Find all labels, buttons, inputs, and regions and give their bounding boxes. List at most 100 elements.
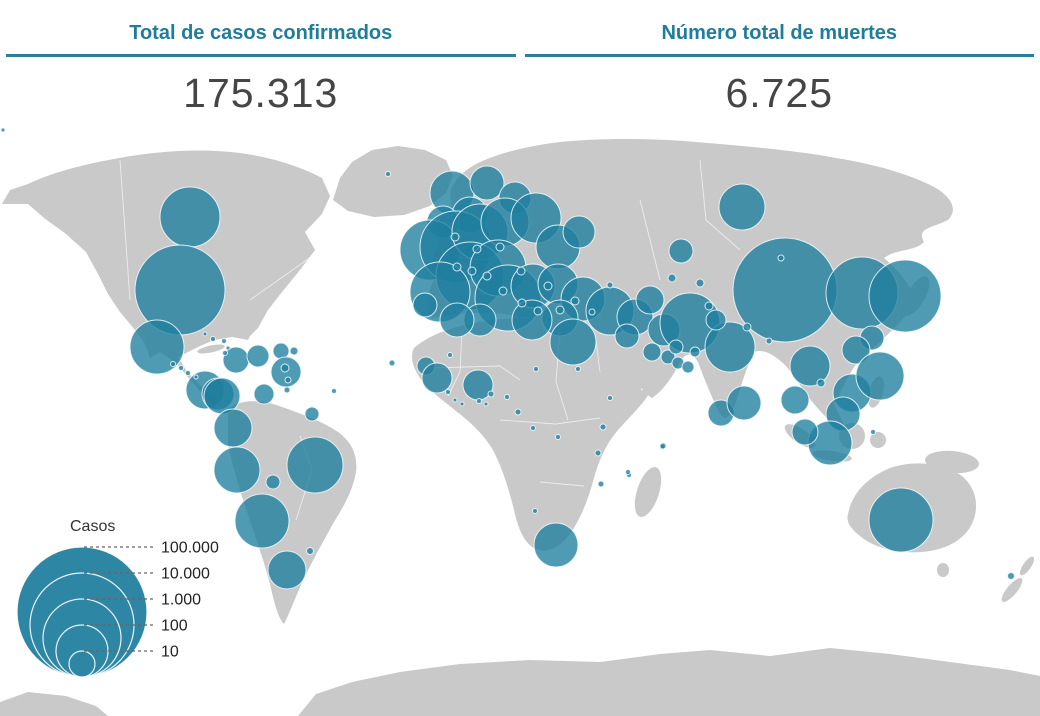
case-bubble[interactable] (421, 362, 453, 394)
case-bubble[interactable] (185, 370, 191, 376)
case-bubble[interactable] (668, 238, 694, 264)
case-bubble[interactable] (607, 395, 613, 401)
case-bubble[interactable] (841, 335, 871, 365)
case-bubble[interactable] (447, 352, 453, 358)
case-bubble[interactable] (202, 331, 208, 337)
case-bubble[interactable] (222, 350, 228, 356)
case-bubble[interactable] (549, 318, 597, 366)
case-bubble[interactable] (495, 242, 505, 252)
case-bubble[interactable] (530, 425, 536, 431)
case-bubble[interactable] (705, 309, 727, 331)
case-bubble[interactable] (514, 408, 522, 416)
case-bubble[interactable] (689, 346, 701, 358)
case-bubble[interactable] (516, 266, 526, 276)
case-bubble[interactable] (635, 285, 665, 315)
case-bubble[interactable] (555, 434, 561, 440)
case-bubble[interactable] (210, 336, 216, 342)
case-bubble[interactable] (286, 436, 344, 494)
case-bubble[interactable] (599, 423, 607, 431)
case-bubble[interactable] (667, 273, 677, 283)
case-bubble[interactable] (511, 299, 553, 341)
case-bubble[interactable] (868, 487, 934, 553)
case-bubble[interactable] (575, 366, 581, 372)
case-bubble[interactable] (472, 244, 482, 254)
case-bubble[interactable] (614, 323, 640, 349)
case-bubble[interactable] (504, 394, 510, 400)
case-bubble[interactable] (221, 338, 227, 344)
case-bubble[interactable] (870, 429, 876, 435)
case-bubble[interactable] (642, 342, 662, 362)
case-bubble[interactable] (718, 183, 766, 231)
case-bubble[interactable] (533, 522, 579, 568)
case-bubble[interactable] (562, 215, 596, 249)
case-bubble[interactable] (570, 296, 580, 306)
case-bubble[interactable] (170, 361, 176, 367)
case-bubble[interactable] (868, 259, 942, 333)
case-bubble[interactable] (469, 165, 505, 201)
case-bubble[interactable] (660, 349, 676, 365)
case-bubble[interactable] (476, 398, 482, 404)
case-bubble[interactable] (704, 301, 714, 311)
case-bubble[interactable] (498, 286, 508, 296)
case-bubble[interactable] (265, 474, 281, 490)
case-bubble[interactable] (777, 254, 785, 262)
case-bubble[interactable] (695, 278, 705, 288)
case-bubble[interactable] (597, 480, 605, 488)
case-bubble[interactable] (246, 344, 270, 368)
case-bubble[interactable] (225, 345, 231, 351)
case-bubble[interactable] (253, 383, 275, 405)
case-bubble[interactable] (1007, 572, 1015, 580)
case-bubble[interactable] (0, 127, 6, 133)
case-bubble[interactable] (459, 401, 465, 407)
case-bubble[interactable] (742, 322, 752, 332)
case-bubble[interactable] (289, 346, 299, 356)
case-bubble[interactable] (234, 493, 290, 549)
case-bubble[interactable] (178, 365, 184, 371)
case-bubble[interactable] (816, 378, 826, 388)
case-bubble[interactable] (533, 306, 543, 316)
case-bubble[interactable] (588, 308, 596, 316)
case-bubble[interactable] (532, 508, 538, 514)
case-bubble[interactable] (412, 292, 438, 318)
case-bubble[interactable] (791, 418, 819, 446)
case-bubble[interactable] (726, 385, 762, 421)
case-bubble[interactable] (704, 321, 756, 373)
case-bubble[interactable] (452, 262, 462, 272)
case-bubble[interactable] (482, 271, 492, 281)
case-bubble[interactable] (483, 401, 489, 407)
case-bubble[interactable] (681, 360, 695, 374)
case-bubble[interactable] (439, 302, 475, 338)
case-bubble[interactable] (445, 389, 451, 395)
case-bubble[interactable] (487, 390, 495, 398)
case-bubble[interactable] (213, 408, 253, 448)
case-bubble[interactable] (606, 281, 614, 289)
case-bubble[interactable] (213, 446, 261, 494)
case-bubble[interactable] (306, 547, 314, 555)
case-bubble[interactable] (765, 337, 773, 345)
case-bubble[interactable] (159, 186, 221, 248)
case-bubble[interactable] (284, 376, 292, 384)
case-bubble[interactable] (304, 406, 320, 422)
case-bubble[interactable] (659, 442, 667, 450)
case-bubble[interactable] (625, 469, 631, 475)
case-bubble[interactable] (855, 351, 905, 401)
case-bubble[interactable] (450, 232, 460, 242)
case-bubble[interactable] (594, 449, 602, 457)
case-bubble[interactable] (517, 298, 527, 308)
case-bubble[interactable] (283, 386, 291, 394)
case-bubble[interactable] (555, 305, 565, 315)
case-bubble[interactable] (267, 550, 307, 590)
case-bubble[interactable] (467, 266, 477, 276)
case-bubble[interactable] (668, 339, 684, 355)
case-bubble[interactable] (543, 281, 553, 291)
case-bubble[interactable] (193, 374, 199, 380)
case-bubble[interactable] (388, 359, 396, 367)
case-bubble[interactable] (533, 366, 539, 372)
case-bubble[interactable] (452, 397, 458, 403)
case-bubble[interactable] (789, 345, 831, 387)
case-bubble[interactable] (129, 319, 185, 375)
case-bubble[interactable] (780, 385, 810, 415)
case-bubble[interactable] (331, 388, 337, 394)
case-bubble[interactable] (280, 363, 290, 373)
case-bubble[interactable] (385, 171, 391, 177)
